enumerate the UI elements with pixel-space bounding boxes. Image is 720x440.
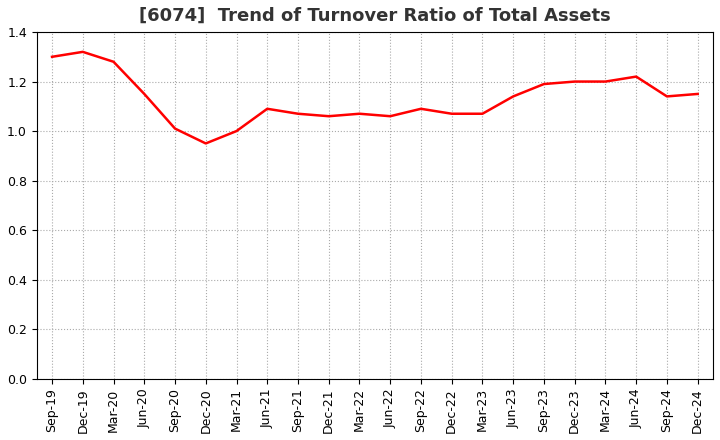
Title: [6074]  Trend of Turnover Ratio of Total Assets: [6074] Trend of Turnover Ratio of Total …: [139, 7, 611, 25]
